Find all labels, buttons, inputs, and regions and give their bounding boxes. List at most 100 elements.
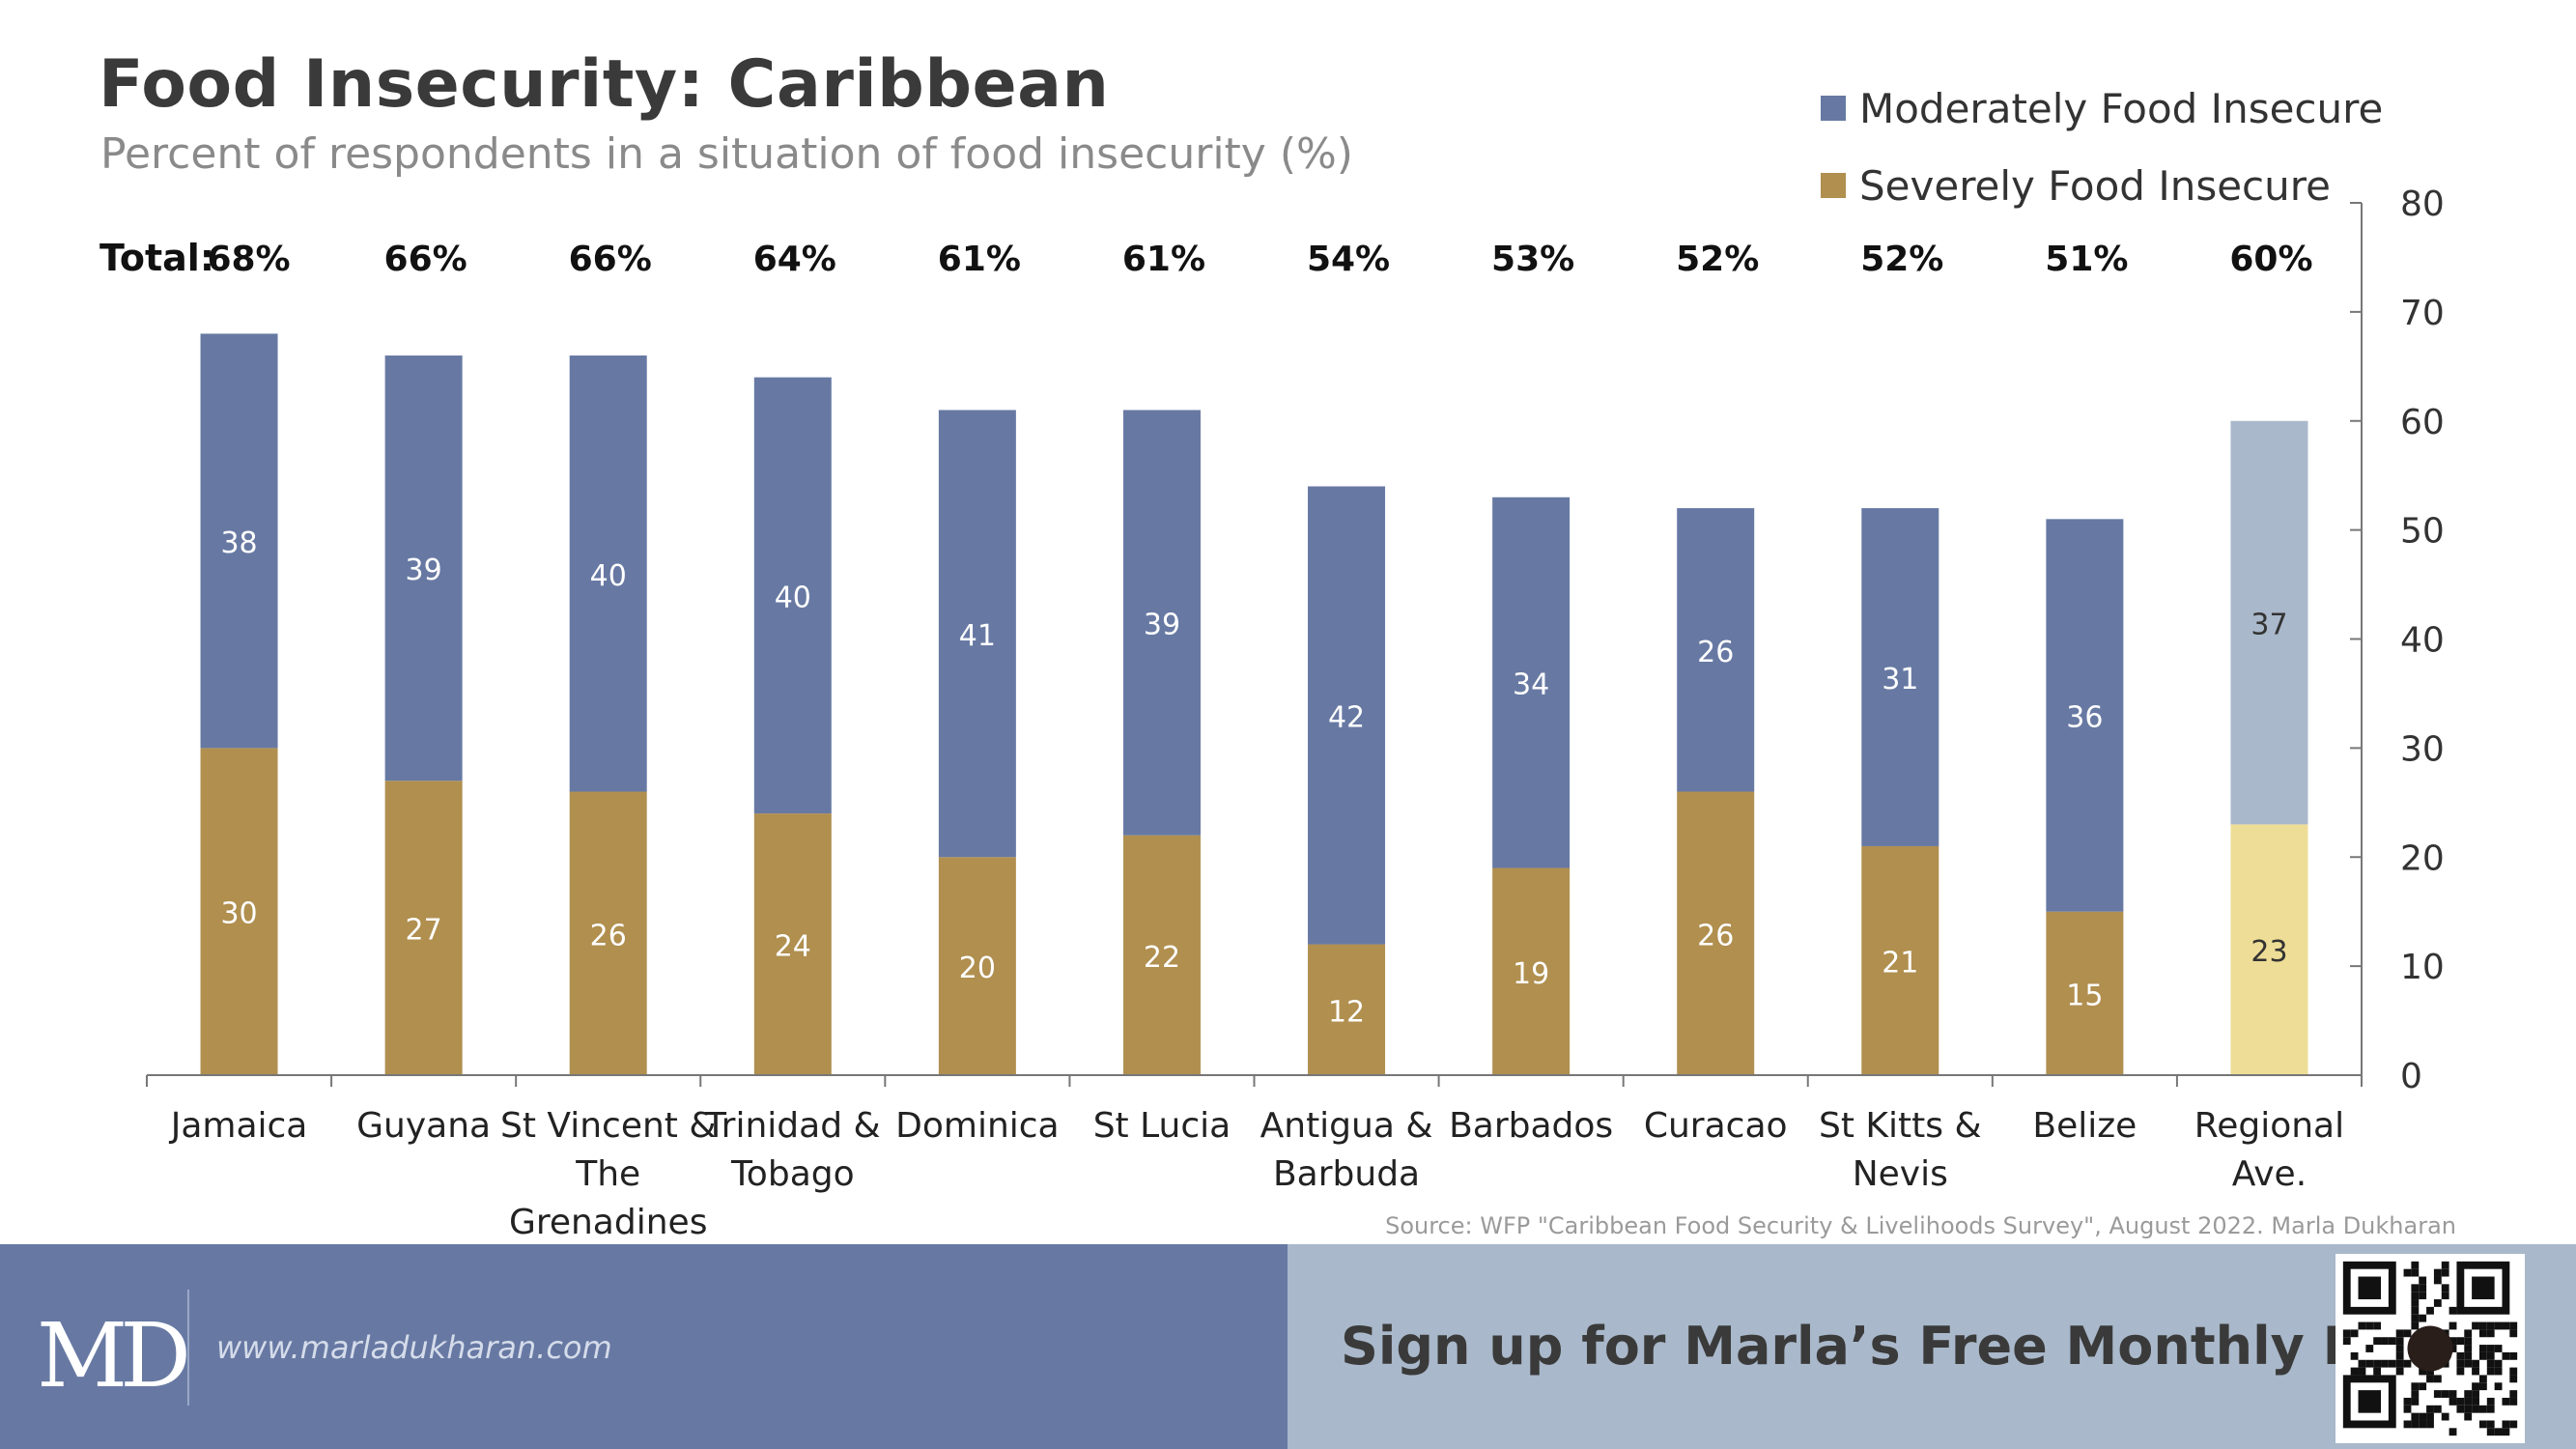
bar-severe: [753, 813, 832, 1075]
qr-code-icon[interactable]: [2335, 1254, 2525, 1443]
signup-cta[interactable]: Sign up for Marla’s Free Monthly Report: [1341, 1316, 2522, 1377]
y-tick-label: 30: [2400, 729, 2445, 769]
bar-moderate: [1308, 486, 1386, 945]
bar-moderate: [384, 355, 463, 781]
legend: Moderately Food Insecure Severely Food I…: [1821, 70, 2383, 224]
y-tick-label: 0: [2400, 1057, 2422, 1096]
x-tick-label: Dominica: [895, 1106, 1060, 1146]
bar-severe: [1308, 944, 1386, 1075]
x-tick-label: St Kitts &: [1819, 1106, 1982, 1146]
total-label: 64%: [753, 240, 836, 279]
bar-moderate: [200, 333, 278, 749]
bar-moderate: [569, 355, 647, 792]
x-tick-label: Barbuda: [1273, 1154, 1420, 1194]
data-label-moderate: 41: [959, 619, 996, 653]
website-link[interactable]: www.marladukharan.com: [216, 1329, 612, 1366]
chart-title: Food Insecurity: Caribbean: [99, 46, 1110, 123]
total-label: 54%: [1307, 240, 1390, 279]
legend-label-severe: Severely Food Insecure: [1859, 161, 2331, 210]
bar-moderate: [2046, 519, 2124, 912]
y-tick-label: 20: [2400, 838, 2445, 878]
legend-swatch-severe: [1821, 173, 1846, 198]
legend-label-moderate: Moderately Food Insecure: [1859, 84, 2384, 132]
x-tick-label: Grenadines: [509, 1203, 708, 1242]
bar-moderate: [938, 410, 1016, 858]
data-label-severe: 22: [1144, 941, 1180, 975]
data-label-severe: 21: [1882, 946, 1918, 980]
data-label-moderate: 36: [2066, 701, 2103, 735]
source-note: Source: WFP "Caribbean Food Security & L…: [1385, 1212, 2456, 1239]
footer-brand-panel: [0, 1244, 1288, 1449]
totals-label: Total:: [99, 237, 214, 279]
data-label-severe: 19: [1513, 957, 1549, 991]
data-label-moderate: 40: [590, 559, 627, 593]
data-label-moderate: 39: [1144, 609, 1180, 642]
bar-moderate: [1492, 497, 1571, 868]
y-tick-label: 70: [2400, 294, 2445, 333]
bar-moderate: [1861, 508, 1939, 846]
data-label-moderate: 26: [1697, 636, 1734, 669]
y-tick-label: 60: [2400, 403, 2445, 442]
bar-severe: [2230, 824, 2308, 1075]
total-label: 60%: [2229, 240, 2312, 279]
bar-severe: [938, 857, 1016, 1075]
bar-moderate: [1122, 410, 1201, 836]
x-tick-label: Antigua &: [1260, 1106, 1433, 1146]
total-label: 52%: [1676, 240, 1759, 279]
y-tick-label: 50: [2400, 512, 2445, 552]
total-label: 51%: [2045, 240, 2128, 279]
data-label-severe: 26: [590, 919, 627, 952]
total-label: 53%: [1491, 240, 1574, 279]
legend-swatch-moderate: [1821, 96, 1846, 121]
data-label-severe: 24: [775, 930, 811, 964]
y-tick-label: 80: [2400, 185, 2445, 224]
total-label: 66%: [384, 240, 467, 279]
y-tick-label: 10: [2400, 948, 2445, 987]
bar-moderate: [753, 377, 832, 814]
bar-severe: [200, 748, 278, 1075]
data-label-moderate: 39: [406, 554, 442, 587]
data-label-severe: 26: [1697, 919, 1734, 952]
data-label-severe: 30: [220, 897, 257, 931]
x-tick-label: Barbados: [1449, 1106, 1613, 1146]
bar-severe: [2046, 911, 2124, 1075]
data-label-moderate: 38: [220, 526, 257, 560]
x-tick-label: Guyana: [356, 1106, 491, 1146]
x-tick-label: St Vincent &: [500, 1106, 716, 1146]
bar-severe: [1861, 845, 1939, 1075]
data-label-moderate: 40: [775, 581, 811, 614]
total-label: 66%: [569, 240, 652, 279]
chart-subtitle: Percent of respondents in a situation of…: [100, 129, 1353, 179]
data-label-severe: 12: [1328, 995, 1365, 1029]
data-label-severe: 20: [959, 952, 996, 985]
data-label-severe: 15: [2066, 979, 2103, 1012]
total-label: 52%: [1860, 240, 1943, 279]
x-tick-label: Ave.: [2232, 1154, 2307, 1194]
total-label: 61%: [1122, 240, 1205, 279]
bar-moderate: [1677, 508, 1755, 792]
total-label: 61%: [938, 240, 1021, 279]
y-tick-label: 40: [2400, 621, 2445, 661]
x-tick-label: Tobago: [730, 1154, 855, 1194]
legend-item-moderate: Moderately Food Insecure: [1821, 70, 2383, 147]
data-label-moderate: 34: [1513, 668, 1549, 702]
data-label-severe: 23: [2250, 935, 2287, 969]
bar-severe: [1122, 835, 1201, 1075]
legend-item-severe: Severely Food Insecure: [1821, 147, 2383, 224]
x-tick-label: Curacao: [1644, 1106, 1788, 1146]
x-tick-label: Regional: [2194, 1106, 2344, 1146]
x-tick-label: The: [575, 1154, 640, 1194]
x-tick-label: Trinidad &: [704, 1106, 881, 1146]
bar-moderate: [2230, 420, 2308, 825]
bar-severe: [1677, 791, 1755, 1075]
data-label-moderate: 31: [1882, 663, 1918, 696]
footer-divider: [187, 1290, 189, 1406]
x-tick-label: Nevis: [1853, 1154, 1948, 1194]
bar-severe: [1492, 867, 1571, 1075]
x-tick-label: Belize: [2032, 1106, 2137, 1146]
data-label-moderate: 37: [2250, 609, 2287, 642]
bar-severe: [569, 791, 647, 1075]
data-label-severe: 27: [406, 914, 442, 948]
x-tick-label: St Lucia: [1093, 1106, 1231, 1146]
